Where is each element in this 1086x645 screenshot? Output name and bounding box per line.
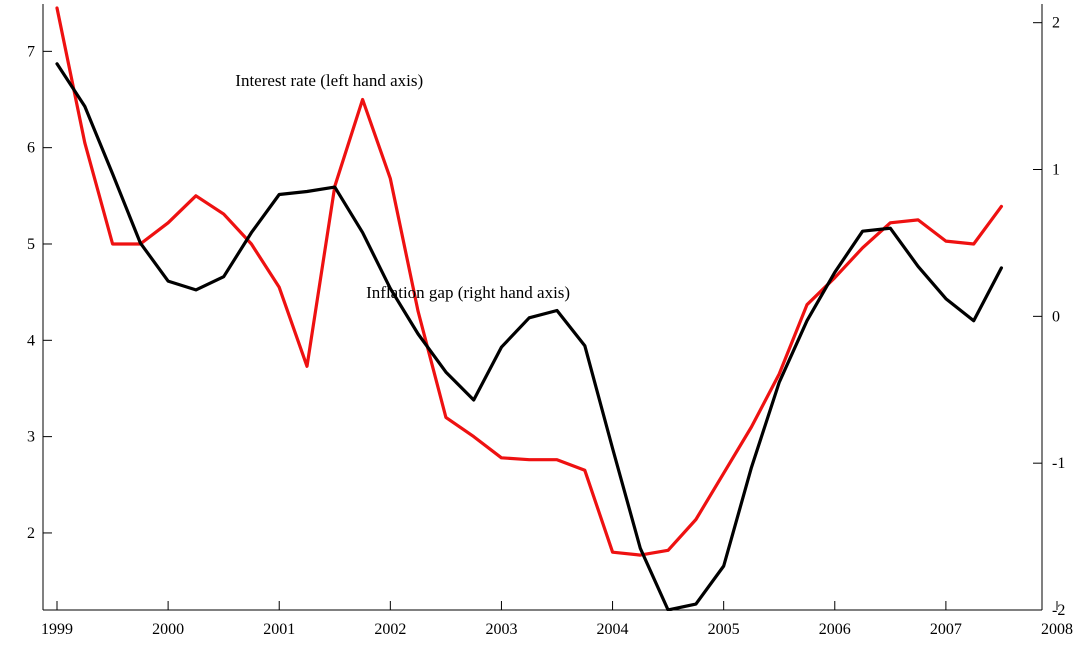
left-y-tick-label: 6 [27,140,35,157]
x-ticks: 1999 2000 2001 2002 2003 2004 2005 2006 2007 2008 [41,601,1073,638]
left-y-ticks: 2 3 4 5 6 7 [27,43,52,542]
x-tick-label: 2006 [819,621,851,638]
interest-rate-line [55,6,1004,557]
x-tick-label: 2001 [263,621,295,638]
left-y-tick-label: 4 [27,332,35,349]
x-tick-label: 2000 [152,621,184,638]
interest-rate-annotation: Interest rate (left hand axis) [235,71,423,90]
x-tick-label: 2004 [597,621,629,638]
x-tick-label: 2007 [930,621,962,638]
right-y-tick-label: -1 [1052,455,1065,472]
left-y-tick-label: 7 [27,43,35,60]
x-tick-label: 2003 [485,621,517,638]
left-y-tick-label: 5 [27,236,35,253]
axes [42,4,1043,611]
left-y-tick-label: 2 [27,525,35,542]
series-lines [55,6,1004,611]
x-tick-label: 1999 [41,621,73,638]
inflation-gap-annotation: Inflation gap (right hand axis) [366,283,570,302]
right-y-tick-label: -2 [1052,602,1065,619]
x-tick-label: 2005 [708,621,740,638]
right-y-tick-label: 0 [1052,308,1060,325]
x-tick-label: 2008 [1041,621,1073,638]
x-tick-label: 2002 [374,621,406,638]
right-y-tick-label: 2 [1052,15,1060,32]
left-y-tick-label: 3 [27,429,35,446]
inflation-gap-line [55,62,1004,611]
right-y-tick-label: 1 [1052,162,1060,179]
right-y-ticks: -2 -1 0 1 2 [1033,15,1065,619]
